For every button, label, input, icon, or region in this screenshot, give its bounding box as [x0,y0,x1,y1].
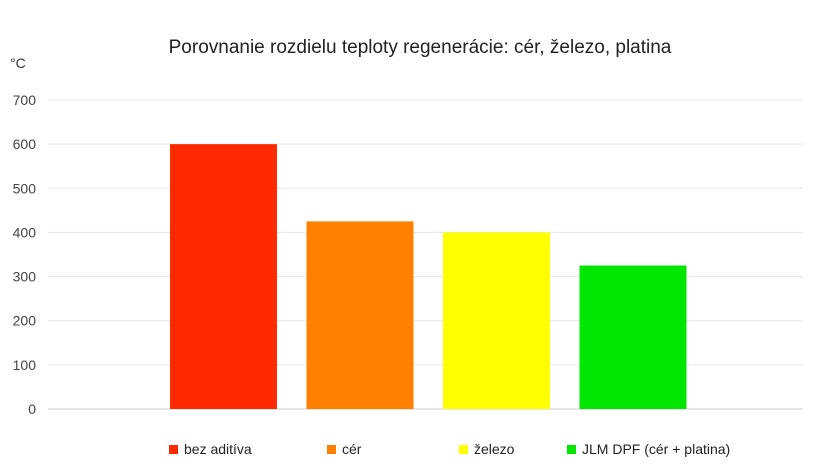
legend-swatch [327,445,336,454]
y-tick-label: 500 [13,180,37,196]
y-tick-label: 400 [13,224,37,240]
y-axis-unit: °C [10,55,26,71]
legend-label: bez aditíva [184,441,252,457]
bar-1 [170,144,277,409]
bar-3 [443,232,550,409]
y-axis-ticks: 0 100 200 300 400 500 600 700 [13,92,37,417]
legend-item: bez aditíva [169,441,252,457]
bar-2 [306,221,414,409]
y-tick-label: 100 [13,357,37,373]
y-tick-label: 700 [13,92,37,108]
y-tick-label: 200 [13,313,37,329]
y-tick-label: 600 [13,136,37,152]
y-tick-label: 0 [28,401,36,417]
legend-swatch [169,445,178,454]
bars [170,144,687,409]
legend-label: železo [474,441,515,457]
legend-swatch [567,445,576,454]
gridlines [48,99,803,410]
legend-item: cér [327,441,362,457]
legend-label: JLM DPF (cér + platina) [582,441,730,457]
legend-item: JLM DPF (cér + platina) [567,441,730,457]
legend-swatch [459,445,468,454]
bar-4 [579,265,687,409]
legend: bez aditíva cér železo JLM DPF (cér + plati… [169,441,730,457]
legend-item: železo [459,441,515,457]
chart-title: Porovnanie rozdielu teploty regenerácie:… [169,37,672,58]
legend-label: cér [342,441,362,457]
y-tick-label: 300 [13,269,37,285]
